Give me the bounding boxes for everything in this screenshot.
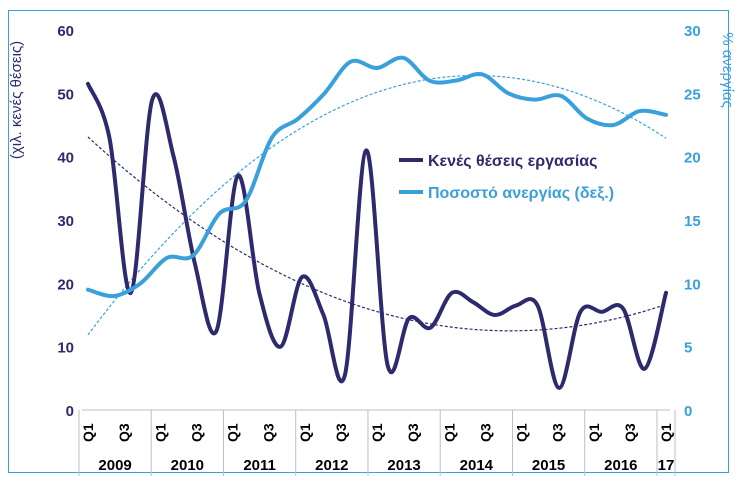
left-tick-label: 40 xyxy=(57,150,74,167)
left-tick-label: 20 xyxy=(57,276,74,293)
right-tick-label: 20 xyxy=(684,150,701,167)
x-tick-label: Q1 xyxy=(514,423,530,442)
x-tick-label: Q3 xyxy=(622,423,638,442)
right-axis-title: % ανεργίας xyxy=(719,32,735,108)
left-tick-label: 60 xyxy=(57,23,74,40)
left-axis: 0 10 20 30 40 50 60 xyxy=(57,23,74,420)
legend-label-vacancies: Κενές θέσεις εργασίας xyxy=(428,153,597,170)
year-label: 2015 xyxy=(532,457,565,474)
trendline-1 xyxy=(87,74,667,336)
x-tick-label: Q1 xyxy=(152,423,168,442)
x-tick-label: Q1 xyxy=(586,423,602,442)
chart-frame xyxy=(8,10,729,473)
x-tick-label: Q3 xyxy=(550,423,566,442)
year-label: 2011 xyxy=(243,457,276,474)
series-line-1 xyxy=(86,55,668,299)
x-tick-label: Q1 xyxy=(297,423,313,442)
x-tick-label: Q1 xyxy=(441,423,457,442)
year-label: 2014 xyxy=(460,457,494,474)
right-tick-label: 30 xyxy=(684,23,701,40)
year-label: 2013 xyxy=(387,457,420,474)
left-tick-label: 50 xyxy=(57,86,74,103)
legend: Κενές θέσεις εργασίας Ποσοστό ανεργίας (… xyxy=(399,153,614,202)
year-label: 17 xyxy=(658,457,675,474)
x-tick-label: Q3 xyxy=(116,423,132,442)
trendlines xyxy=(87,74,667,336)
right-tick-label: 0 xyxy=(684,403,692,420)
legend-label-unemployment: Ποσοστό ανεργίας (δεξ.) xyxy=(428,185,614,202)
series-line-0 xyxy=(86,81,668,390)
x-tick-label: Q1 xyxy=(225,423,241,442)
left-tick-label: 30 xyxy=(57,213,74,230)
right-tick-label: 10 xyxy=(684,276,701,293)
year-label: 2012 xyxy=(315,457,348,474)
year-label: 2016 xyxy=(604,457,637,474)
right-tick-label: 25 xyxy=(684,86,701,103)
left-tick-label: 10 xyxy=(57,340,74,357)
right-axis: 0 5 10 15 20 25 30 xyxy=(684,23,701,420)
series-lines xyxy=(86,55,668,390)
right-tick-label: 5 xyxy=(684,340,692,357)
x-tick-label: Q3 xyxy=(188,423,204,442)
x-tick-label: Q3 xyxy=(333,423,349,442)
x-tick-label: Q3 xyxy=(405,423,421,442)
x-tick-label: Q3 xyxy=(261,423,277,442)
year-label: 2009 xyxy=(98,457,131,474)
trendline-0 xyxy=(87,136,667,332)
left-tick-label: 0 xyxy=(66,403,74,420)
x-tick-label: Q1 xyxy=(658,423,674,442)
right-tick-label: 15 xyxy=(684,213,701,230)
year-label: 2010 xyxy=(171,457,204,474)
left-axis-title: (χιλ. κενές θέσεις) xyxy=(8,41,25,159)
x-tick-label: Q1 xyxy=(80,423,96,442)
x-tick-label: Q3 xyxy=(477,423,493,442)
x-tick-label: Q1 xyxy=(369,423,385,442)
